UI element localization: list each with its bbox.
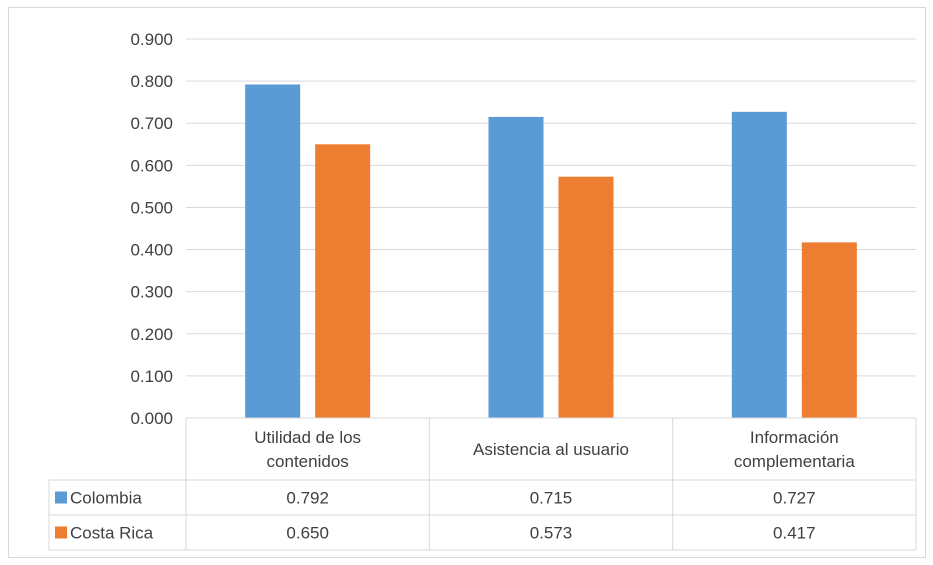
bar-colombia (488, 116, 544, 419)
y-tick-label: 0.100 (130, 367, 173, 386)
data-label: 0.715 (530, 489, 573, 508)
category-label: complementaria (734, 452, 855, 471)
y-tick-label: 0.000 (130, 409, 173, 428)
category-label: Información (750, 428, 839, 447)
legend-label: Costa Rica (70, 524, 154, 543)
y-tick-label: 0.700 (130, 114, 173, 133)
bar-chart: 0.000 0.100 0.200 0.300 0.400 0.500 0.600 0.700… (48, 30, 917, 551)
y-tick-label: 0.900 (130, 30, 173, 49)
bar-costa-rica (801, 242, 857, 418)
category-label: Asistencia al usuario (473, 440, 629, 459)
y-tick-label: 0.300 (130, 283, 173, 302)
bar-costa-rica (558, 176, 614, 418)
data-label: 0.792 (286, 489, 329, 508)
data-label: 0.573 (530, 524, 573, 543)
y-tick-label: 0.600 (130, 156, 173, 175)
y-tick-label: 0.400 (130, 241, 173, 260)
data-label: 0.650 (286, 524, 329, 543)
chart-frame: 0.000 0.100 0.200 0.300 0.400 0.500 0.600 0.700… (8, 7, 926, 558)
category-label: Utilidad de los (254, 428, 361, 447)
legend-key (55, 526, 67, 539)
data-label: 0.417 (773, 524, 816, 543)
category-label: contenidos (267, 452, 349, 471)
legend-key (55, 491, 67, 504)
bar-colombia (245, 84, 301, 418)
y-tick-label: 0.200 (130, 325, 173, 344)
y-tick-label: 0.500 (130, 198, 173, 217)
y-tick-label: 0.800 (130, 72, 173, 91)
bar-colombia (731, 111, 787, 418)
legend-label: Colombia (70, 489, 142, 508)
bar-costa-rica (315, 144, 371, 418)
data-label: 0.727 (773, 489, 816, 508)
